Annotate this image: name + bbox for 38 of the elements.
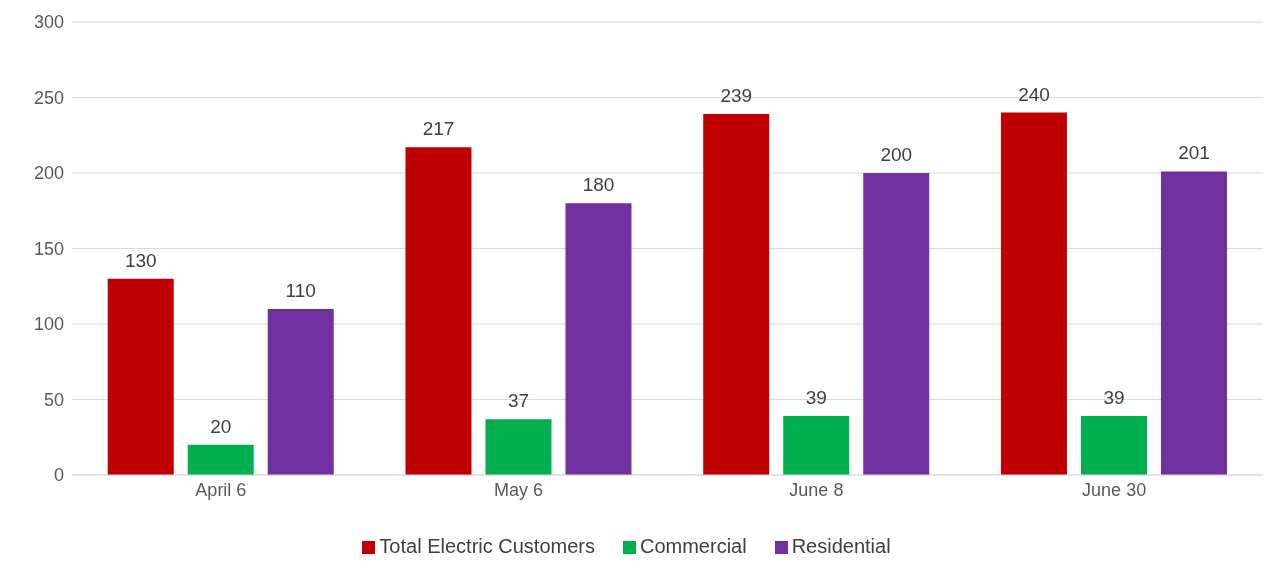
data-label: 240: [1018, 83, 1050, 105]
y-tick-label: 250: [33, 87, 64, 108]
data-label: 39: [805, 387, 827, 409]
legend-label: Commercial: [639, 535, 747, 557]
bar: [863, 173, 930, 475]
bar: [565, 203, 632, 475]
x-tick-label: June 30: [1082, 479, 1147, 500]
bar: [485, 419, 552, 475]
data-label: 180: [582, 174, 615, 196]
data-label: 239: [720, 85, 753, 107]
data-label: 20: [210, 415, 232, 437]
data-label: 39: [1103, 387, 1125, 409]
y-tick-label: 0: [53, 465, 64, 486]
data-label: 201: [1178, 142, 1210, 164]
bar: [703, 114, 770, 475]
y-tick-label: 300: [33, 12, 64, 33]
y-tick-label: 100: [33, 314, 64, 335]
data-label: 217: [422, 118, 455, 140]
x-tick-label: May 6: [494, 479, 544, 500]
x-tick-label: April 6: [195, 479, 247, 500]
bar: [107, 278, 174, 475]
data-label: 130: [124, 249, 157, 271]
data-label: 110: [285, 279, 316, 301]
data-label: 37: [507, 390, 530, 412]
bar: [783, 416, 850, 475]
y-tick-label: 50: [43, 389, 64, 410]
legend-label: Residential: [791, 535, 891, 557]
bar: [1160, 171, 1227, 475]
x-tick-label: June 8: [789, 479, 844, 500]
bar: [405, 147, 472, 475]
bar: [267, 308, 334, 475]
bar: [1080, 416, 1147, 475]
bar: [187, 444, 254, 475]
data-label: 200: [880, 144, 913, 165]
bar: [1000, 112, 1067, 475]
legend-label: Total Electric Customers: [379, 535, 595, 557]
y-tick-label: 150: [33, 238, 64, 259]
y-tick-label: 200: [33, 163, 64, 184]
